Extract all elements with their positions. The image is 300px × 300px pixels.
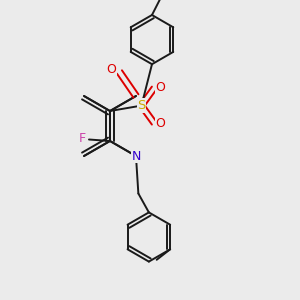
Text: S: S bbox=[137, 99, 146, 112]
Text: N: N bbox=[132, 149, 141, 163]
Text: O: O bbox=[106, 63, 116, 76]
Text: O: O bbox=[156, 117, 166, 130]
Text: F: F bbox=[79, 132, 86, 146]
Text: O: O bbox=[156, 81, 166, 94]
